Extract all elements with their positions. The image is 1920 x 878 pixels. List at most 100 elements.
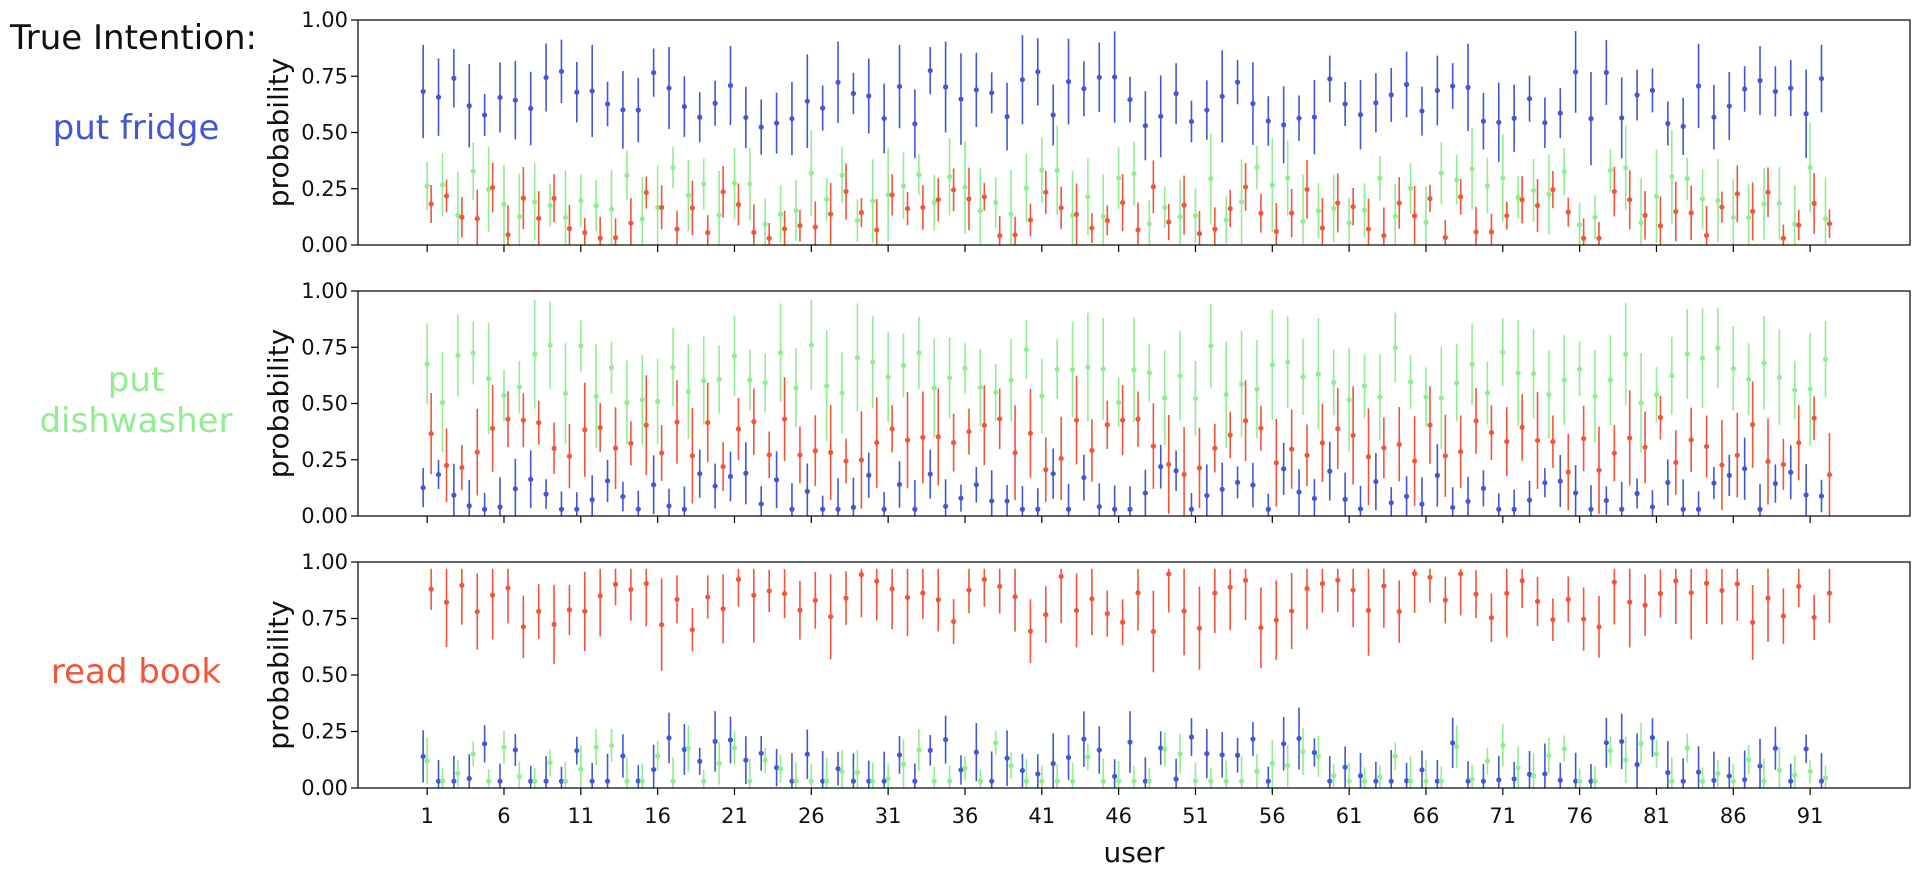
data-point [1550, 187, 1556, 193]
row-label-line: put fridge [52, 108, 220, 148]
data-point [1634, 490, 1640, 497]
data-point [1350, 204, 1356, 210]
data-point [1142, 123, 1148, 129]
data-point [1035, 771, 1041, 777]
figure-title: True Intention: [10, 18, 257, 58]
data-point [1826, 590, 1833, 596]
data-point [1442, 597, 1448, 603]
data-point [1234, 79, 1241, 85]
data-point [1519, 197, 1525, 203]
data-point [1484, 182, 1491, 189]
data-point [854, 217, 861, 224]
data-point [1757, 763, 1763, 769]
data-point [1254, 386, 1260, 392]
data-point [1012, 232, 1018, 238]
data-point [1765, 189, 1771, 195]
data-point [1603, 497, 1609, 504]
data-point [727, 473, 734, 480]
data-point [608, 365, 615, 371]
data-point [1653, 193, 1660, 199]
data-point [977, 208, 983, 214]
data-point [977, 384, 983, 391]
data-point [474, 609, 480, 615]
data-point [578, 198, 584, 204]
data-point [1250, 101, 1256, 107]
data-point [1289, 446, 1295, 452]
data-point [1511, 506, 1517, 512]
data-point [532, 351, 538, 357]
data-point [993, 199, 999, 206]
data-point [1730, 365, 1736, 372]
data-point [1377, 394, 1383, 400]
data-point [1142, 778, 1148, 784]
data-point [1688, 210, 1694, 216]
data-point [1357, 773, 1364, 779]
data-point [1742, 777, 1748, 783]
data-point [889, 192, 895, 198]
data-point [1703, 443, 1710, 450]
data-point [1792, 387, 1798, 393]
data-point [582, 230, 588, 236]
data-point [1177, 751, 1183, 757]
data-point [1750, 619, 1756, 625]
data-point [900, 761, 907, 767]
data-point [1346, 397, 1352, 403]
data-point [1403, 81, 1410, 88]
data-point [1331, 205, 1337, 212]
data-point [881, 506, 887, 512]
data-point [536, 608, 542, 615]
row-label-read-book: read book [0, 652, 272, 693]
data-point [1023, 778, 1030, 784]
x-tick-label: 21 [721, 804, 748, 828]
data-point [1054, 167, 1060, 173]
data-point [1500, 349, 1506, 355]
data-point [793, 207, 799, 213]
data-point [1742, 466, 1748, 472]
data-point [1649, 735, 1656, 741]
data-point [1703, 580, 1710, 586]
data-point [766, 588, 772, 594]
data-point [1761, 778, 1767, 784]
data-point [1776, 374, 1782, 380]
data-point [1665, 120, 1671, 127]
data-point [1335, 426, 1341, 432]
data-point [920, 204, 926, 211]
data-point [1304, 585, 1310, 592]
data-point [459, 582, 465, 588]
data-point [1526, 771, 1533, 777]
data-point [1669, 778, 1675, 784]
data-point [839, 768, 845, 775]
data-point [562, 214, 569, 221]
x-tick-label: 56 [1259, 804, 1286, 828]
data-point [439, 182, 446, 188]
data-point [1273, 460, 1279, 466]
data-point [604, 778, 611, 784]
data-point [520, 417, 526, 423]
data-point [674, 596, 680, 602]
data-point [1826, 221, 1833, 227]
data-point [512, 747, 518, 753]
data-point [1058, 205, 1064, 211]
data-point [1289, 608, 1295, 614]
data-point [1619, 506, 1625, 512]
data-point [1726, 103, 1732, 109]
data-point [773, 120, 780, 126]
data-point [593, 203, 599, 209]
data-point [1458, 449, 1464, 455]
data-point [1811, 415, 1817, 421]
data-point [1096, 747, 1102, 753]
data-point [1534, 598, 1541, 604]
data-point [459, 214, 465, 220]
data-point [701, 181, 707, 187]
data-point [943, 737, 949, 743]
data-point [1573, 69, 1579, 75]
data-point [1596, 467, 1602, 473]
data-point [1450, 740, 1456, 746]
data-point [1223, 392, 1229, 398]
data-point [973, 749, 979, 755]
data-point [993, 389, 999, 395]
data-point [720, 463, 726, 470]
data-point [666, 85, 672, 91]
data-point [1818, 493, 1825, 499]
